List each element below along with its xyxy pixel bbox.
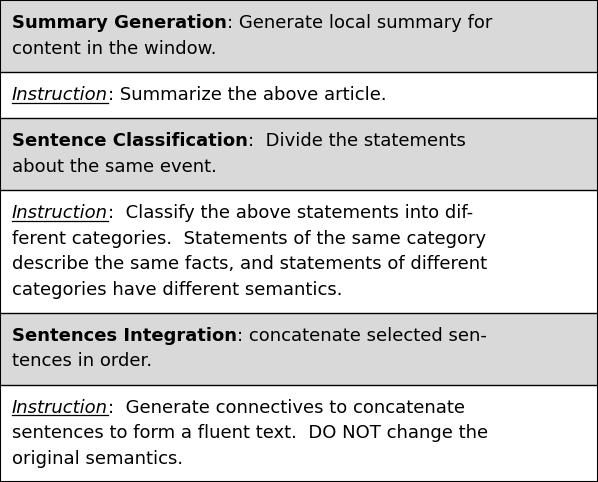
- Text: :  Divide the statements: : Divide the statements: [248, 133, 466, 150]
- Bar: [0, 385, 598, 482]
- Text: Instruction: Instruction: [12, 204, 108, 222]
- Text: : concatenate selected sen-: : concatenate selected sen-: [237, 327, 487, 345]
- Bar: [0, 118, 598, 190]
- Text: Sentence Classification: Sentence Classification: [12, 133, 248, 150]
- Text: Sentences Integration: Sentences Integration: [12, 327, 237, 345]
- Text: content in the window.: content in the window.: [12, 40, 216, 58]
- Bar: [0, 190, 598, 313]
- Text: about the same event.: about the same event.: [12, 158, 217, 176]
- Text: tences in order.: tences in order.: [12, 352, 152, 371]
- Bar: [0, 0, 598, 72]
- Text: Instruction: Instruction: [12, 399, 108, 417]
- Text: describe the same facts, and statements of different: describe the same facts, and statements …: [12, 255, 487, 273]
- Bar: [0, 72, 598, 118]
- Text: original semantics.: original semantics.: [12, 450, 183, 468]
- Bar: [0, 313, 598, 385]
- Text: categories have different semantics.: categories have different semantics.: [12, 281, 343, 299]
- Text: ferent categories.  Statements of the same category: ferent categories. Statements of the sam…: [12, 230, 486, 248]
- Text: Instruction: Instruction: [12, 86, 108, 104]
- Text: : Summarize the above article.: : Summarize the above article.: [108, 86, 387, 104]
- Text: : Generate local summary for: : Generate local summary for: [227, 14, 492, 32]
- Text: :  Generate connectives to concatenate: : Generate connectives to concatenate: [108, 399, 465, 417]
- Text: :  Classify the above statements into dif-: : Classify the above statements into dif…: [108, 204, 473, 222]
- Text: sentences to form a fluent text.  DO NOT change the: sentences to form a fluent text. DO NOT …: [12, 424, 488, 442]
- Text: Summary Generation: Summary Generation: [12, 14, 227, 32]
